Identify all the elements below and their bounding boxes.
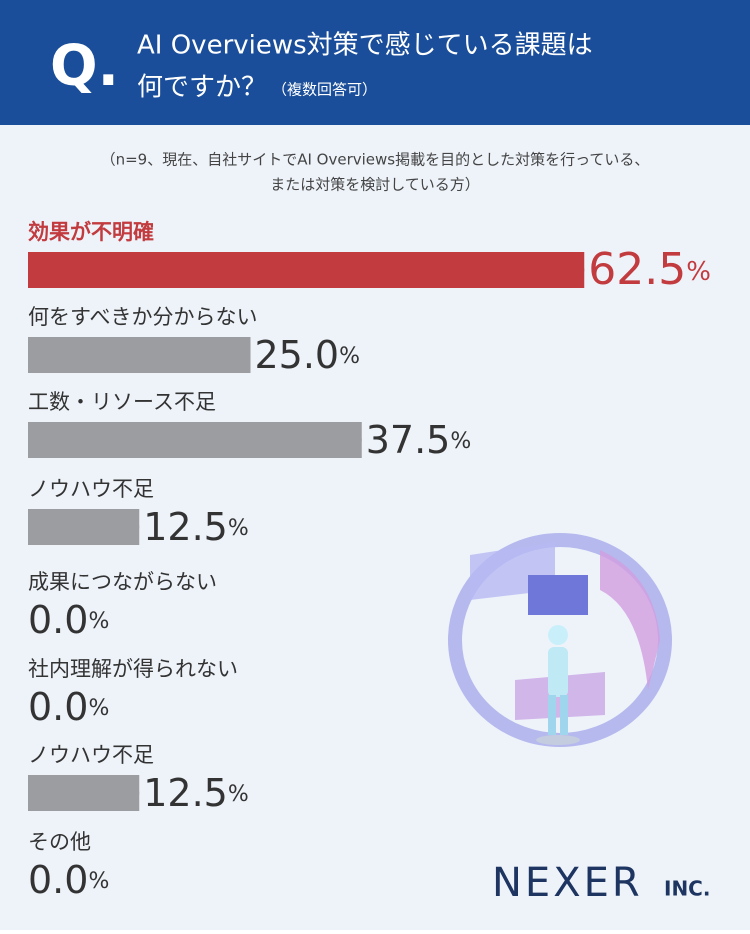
value-unit: %	[228, 782, 249, 807]
category-label: 成果につながらない	[28, 570, 217, 594]
title-line: AI Overviews対策で感じている課題は	[137, 31, 593, 61]
value-label: 0.0%	[28, 685, 109, 729]
value-label: 12.5%	[143, 771, 249, 815]
value-number: 62.5	[588, 244, 686, 295]
category-label: 効果が不明確	[28, 220, 154, 244]
question-mark: Q.	[50, 34, 119, 99]
value-unit: %	[339, 344, 360, 369]
value-number: 37.5	[366, 418, 451, 462]
bar-cap	[548, 252, 585, 288]
brand: NEXER	[492, 860, 643, 906]
bar-cap	[325, 422, 362, 458]
category-label: ノウハウ不足	[28, 743, 154, 767]
illustration	[448, 533, 672, 747]
value-number: 12.5	[143, 771, 228, 815]
value-number: 12.5	[143, 505, 228, 549]
title-note: （複数回答可）	[272, 81, 377, 99]
value-unit: %	[88, 869, 109, 894]
value-label: 0.0%	[28, 598, 109, 642]
category-label: 工数・リソース不足	[28, 390, 216, 414]
bar-cap	[214, 337, 251, 373]
bar-cap	[103, 509, 140, 545]
value-number: 25.0	[255, 333, 340, 377]
category-label: 社内理解が得られない	[28, 657, 238, 681]
header	[0, 0, 750, 125]
title-line: 何ですか？	[137, 73, 267, 103]
value-unit: %	[450, 429, 471, 454]
bar	[28, 252, 585, 288]
subtitle: （n=9、現在、自社サイトでAI Overviews掲載を目的とした対策を行って…	[101, 151, 650, 169]
value-label: 62.5%	[588, 244, 711, 295]
subtitle: または対策を検討している方）	[270, 176, 480, 194]
value-number: 0.0	[28, 858, 88, 902]
value-label: 12.5%	[143, 505, 249, 549]
category-label: その他	[28, 830, 91, 854]
value-number: 0.0	[28, 685, 88, 729]
bar	[28, 337, 251, 373]
category-label: ノウハウ不足	[28, 477, 154, 501]
value-label: 37.5%	[366, 418, 472, 462]
value-unit: %	[228, 516, 249, 541]
value-unit: %	[686, 257, 711, 287]
value-label: 25.0%	[255, 333, 361, 377]
bar-cap	[103, 775, 140, 811]
bar	[28, 422, 362, 458]
brand-suffix: INC.	[664, 877, 710, 901]
value-number: 0.0	[28, 598, 88, 642]
value-label: 0.0%	[28, 858, 109, 902]
value-unit: %	[88, 609, 109, 634]
value-unit: %	[88, 696, 109, 721]
category-label: 何をすべきか分からない	[28, 305, 258, 329]
